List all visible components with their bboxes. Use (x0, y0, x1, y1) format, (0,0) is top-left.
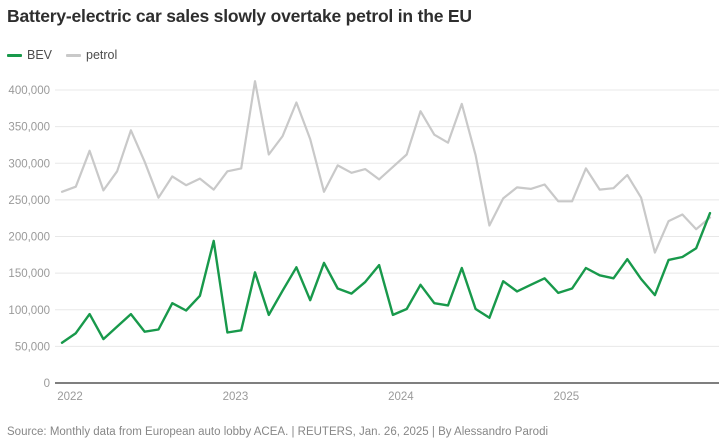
legend-item-petrol: petrol (66, 48, 117, 62)
y-axis-tick-label: 400,000 (8, 85, 50, 97)
x-axis-tick-label: 2023 (223, 391, 249, 403)
chart-legend: BEV petrol (7, 48, 117, 62)
y-axis-tick-label: 150,000 (8, 268, 50, 280)
y-axis-tick-label: 200,000 (8, 232, 50, 244)
petrol-line (60, 80, 712, 254)
y-axis-tick-label: 0 (44, 378, 50, 390)
legend-label-petrol: petrol (86, 48, 118, 62)
chart-title: Battery-electric car sales slowly overta… (7, 6, 472, 26)
legend-item-bev: BEV (7, 48, 52, 62)
x-axis-tick-label: 2022 (57, 391, 83, 403)
source-line: Source: Monthly data from European auto … (7, 426, 549, 438)
y-axis-tick-label: 50,000 (15, 341, 50, 353)
y-axis-tick-label: 350,000 (8, 122, 50, 134)
y-axis-tick-label: 100,000 (8, 305, 50, 317)
petrol-line-swatch (66, 53, 82, 57)
y-axis-tick-label: 300,000 (8, 158, 50, 170)
bev-line (60, 211, 712, 344)
x-axis-tick-label: 2025 (554, 391, 580, 403)
legend-label-bev: BEV (27, 48, 53, 62)
bev-line-swatch (7, 53, 22, 57)
x-axis-tick-label: 2024 (388, 391, 414, 403)
y-axis-tick-label: 250,000 (8, 195, 50, 207)
